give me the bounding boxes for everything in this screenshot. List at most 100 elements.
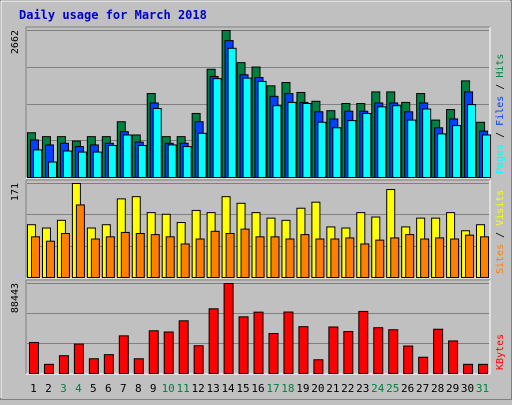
x-tick-label-day-28: 28 <box>431 382 444 395</box>
bar-sites-day-8 <box>135 233 145 278</box>
bar-pages-day-14 <box>227 47 237 178</box>
legend-middle: Sites / Visits <box>495 190 506 274</box>
bar-sites-day-19 <box>300 234 310 278</box>
legend-bottom: KBytes <box>495 334 506 370</box>
bar-pages-day-27 <box>422 108 432 178</box>
bar-kbytes-day-18 <box>283 311 294 374</box>
bar-pages-day-25 <box>392 105 402 178</box>
bar-kbytes-day-21 <box>328 326 339 375</box>
bar-pages-day-31 <box>482 134 492 178</box>
bar-pages-day-2 <box>47 161 57 179</box>
bar-sites-day-17 <box>270 236 280 279</box>
bar-kbytes-day-26 <box>403 345 414 375</box>
bar-sites-day-24 <box>375 239 385 279</box>
bar-kbytes-day-22 <box>343 331 354 375</box>
x-tick-label-day-16: 16 <box>251 382 264 395</box>
x-tick-label-day-26: 26 <box>401 382 414 395</box>
bar-sites-day-16 <box>255 236 265 279</box>
x-tick-label-day-27: 27 <box>416 382 429 395</box>
bar-sites-day-28 <box>435 237 445 278</box>
bar-sites-day-10 <box>165 236 175 279</box>
bar-kbytes-day-13 <box>208 308 219 375</box>
bar-pages-day-20 <box>317 121 327 178</box>
x-tick-label-day-7: 7 <box>120 382 127 395</box>
bar-sites-day-18 <box>285 238 295 278</box>
bar-kbytes-day-10 <box>163 331 174 374</box>
x-tick-label-day-15: 15 <box>236 382 249 395</box>
bar-pages-day-7 <box>122 134 132 178</box>
bar-pages-day-16 <box>257 80 267 178</box>
bar-pages-day-15 <box>242 77 252 178</box>
legend-separator: / <box>495 126 506 144</box>
bar-kbytes-day-4 <box>73 343 84 374</box>
x-tick-label-day-9: 9 <box>150 382 157 395</box>
x-tick-label-day-1: 1 <box>30 382 37 395</box>
bar-pages-day-18 <box>287 101 297 178</box>
legend-label-visits: Visits <box>495 190 506 226</box>
bar-pages-day-19 <box>302 103 312 178</box>
bar-kbytes-day-27 <box>418 356 429 374</box>
bar-pages-day-24 <box>377 106 387 178</box>
bar-kbytes-day-5 <box>88 358 99 374</box>
x-tick-label-day-30: 30 <box>461 382 474 395</box>
bar-pages-day-28 <box>437 133 447 179</box>
bar-kbytes-day-9 <box>148 330 159 375</box>
chart-title: Daily usage for March 2018 <box>19 8 207 22</box>
bar-kbytes-day-14 <box>223 283 234 374</box>
bar-sites-day-22 <box>345 237 355 278</box>
bar-pages-day-22 <box>347 120 357 178</box>
bar-kbytes-day-12 <box>193 345 204 374</box>
bar-pages-day-11 <box>182 146 192 178</box>
bar-sites-day-29 <box>450 238 460 278</box>
legend-separator: / <box>495 78 506 96</box>
bar-kbytes-day-24 <box>373 327 384 374</box>
bar-sites-day-13 <box>210 230 220 278</box>
bar-pages-day-23 <box>362 112 372 178</box>
bar-pages-day-10 <box>167 144 177 178</box>
bar-sites-day-6 <box>105 236 115 279</box>
bar-pages-day-8 <box>137 144 147 178</box>
bar-sites-day-27 <box>420 238 430 278</box>
bar-pages-day-13 <box>212 78 222 178</box>
bar-kbytes-day-19 <box>298 326 309 374</box>
x-tick-label-day-5: 5 <box>90 382 97 395</box>
bar-kbytes-day-25 <box>388 329 399 375</box>
panel-top: 2662 Pages / Files / Hits <box>10 26 506 179</box>
x-tick-label-day-20: 20 <box>311 382 324 395</box>
legend-top: Pages / Files / Hits <box>495 54 506 174</box>
y-axis-max-label: 2662 <box>10 30 21 54</box>
bar-sites-day-23 <box>360 243 370 278</box>
bar-sites-day-30 <box>465 234 475 278</box>
legend-label-files: Files <box>495 96 506 126</box>
bar-sites-day-4 <box>75 204 85 278</box>
bar-pages-day-12 <box>197 132 207 179</box>
legend-label-kbytes: KBytes <box>495 334 506 370</box>
bar-kbytes-day-23 <box>358 310 369 374</box>
bar-sites-day-21 <box>330 238 340 278</box>
bar-kbytes-day-1 <box>29 341 39 375</box>
x-tick-label-day-4: 4 <box>75 382 82 395</box>
legend-label-pages: Pages <box>495 144 506 174</box>
panel-bottom: 88443 KBytes <box>10 279 506 375</box>
x-tick-label-day-23: 23 <box>356 382 369 395</box>
bar-sites-day-15 <box>240 228 250 278</box>
bar-sites-day-1 <box>31 236 40 279</box>
bar-sites-day-20 <box>315 238 325 278</box>
bar-kbytes-day-11 <box>178 320 189 375</box>
bar-kbytes-day-15 <box>238 316 249 374</box>
bar-pages-day-5 <box>92 151 102 179</box>
bar-kbytes-day-2 <box>43 363 54 374</box>
bar-kbytes-day-29 <box>448 340 459 374</box>
x-tick-label-day-24: 24 <box>371 382 385 395</box>
bars-top <box>27 30 492 179</box>
bar-pages-day-9 <box>152 107 162 178</box>
x-tick-label-day-29: 29 <box>446 382 459 395</box>
legend-label-sites: Sites <box>495 244 506 274</box>
y-axis-max-label: 171 <box>10 183 21 201</box>
bar-kbytes-day-20 <box>313 359 324 374</box>
bar-sites-day-5 <box>90 238 100 278</box>
bar-kbytes-day-28 <box>433 328 444 374</box>
x-tick-label-day-3: 3 <box>60 382 67 395</box>
